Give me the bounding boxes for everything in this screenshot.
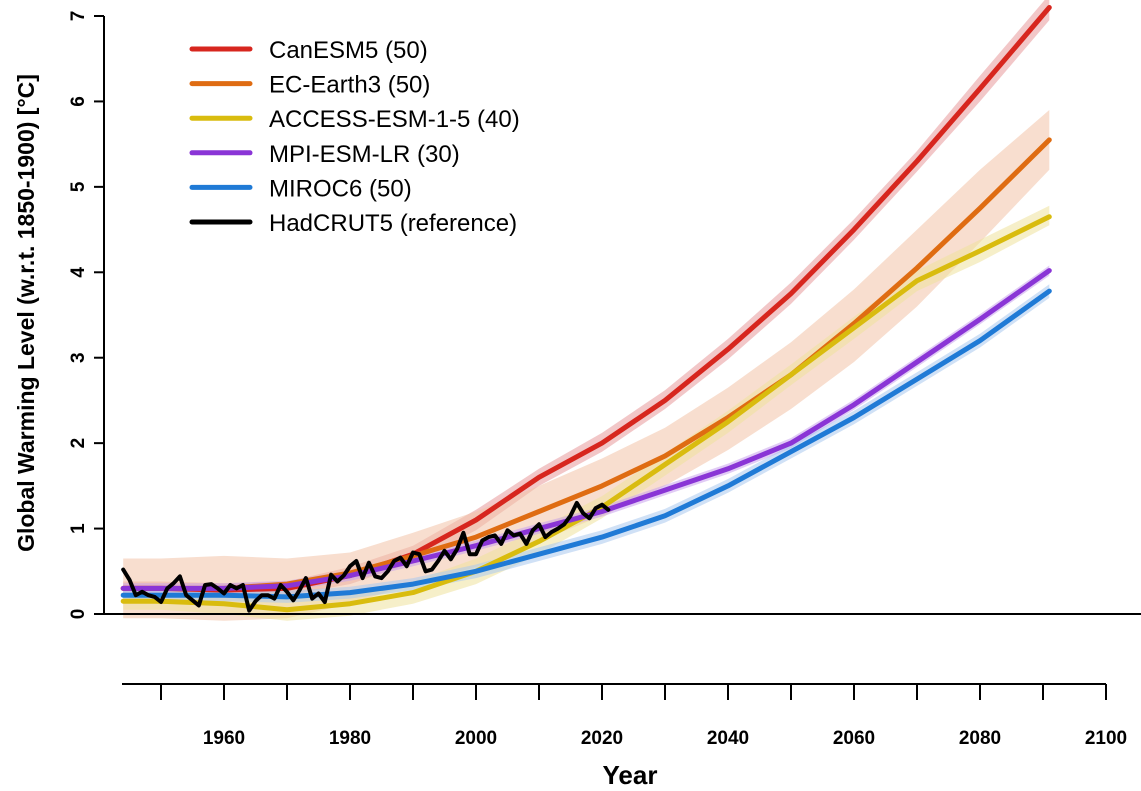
- legend-label-4: MIROC6 (50): [269, 175, 412, 202]
- x-tick-label-2060: 2060: [833, 728, 875, 749]
- series-line-2: [120, 214, 1052, 613]
- legend-label-1: EC-Earth3 (50): [269, 72, 430, 99]
- legend-label-0: CanESM5 (50): [269, 37, 428, 64]
- y-tick-label-5: 5: [68, 181, 89, 192]
- series-line-3: [120, 268, 1052, 591]
- x-axis: 1960 1980 2000 2020 2040 2060 2080 2100: [122, 683, 1127, 749]
- legend-label-3: MPI-ESM-LR (30): [269, 141, 460, 168]
- x-tick-label-2080: 2080: [959, 728, 1001, 749]
- x-tick-label-1960: 1960: [203, 728, 245, 749]
- legend-label-2: ACCESS-ESM-1-5 (40): [269, 106, 520, 133]
- x-tick-label-1980: 1980: [329, 728, 371, 749]
- y-tick-label-7: 7: [68, 11, 89, 22]
- x-tick-label-2000: 2000: [455, 728, 497, 749]
- uncertainty-bands: [123, 0, 1050, 621]
- y-tick-label-3: 3: [68, 352, 89, 363]
- y-axis-title: Global Warming Level (w.r.t. 1850-1900) …: [13, 74, 39, 552]
- legend: CanESM5 (50) EC-Earth3 (50) ACCESS-ESM-1-5…: [189, 37, 520, 237]
- series-line-4: [120, 288, 1052, 600]
- y-axis: 0 1 2 3 4 5 6 7: [68, 11, 1141, 620]
- y-tick-label-6: 6: [68, 96, 89, 107]
- x-tick-label-2100: 2100: [1085, 728, 1127, 749]
- y-tick-label-4: 4: [68, 267, 89, 278]
- x-axis-title: Year: [603, 760, 658, 790]
- series-line-5: [121, 500, 611, 613]
- y-tick-label-2: 2: [68, 438, 89, 449]
- series-lines: [120, 5, 1052, 613]
- y-tick-label-0: 0: [68, 609, 89, 620]
- y-tick-label-1: 1: [68, 523, 89, 534]
- x-tick-label-2040: 2040: [707, 728, 749, 749]
- x-tick-label-2020: 2020: [581, 728, 623, 749]
- legend-label-5: HadCRUT5 (reference): [269, 210, 517, 237]
